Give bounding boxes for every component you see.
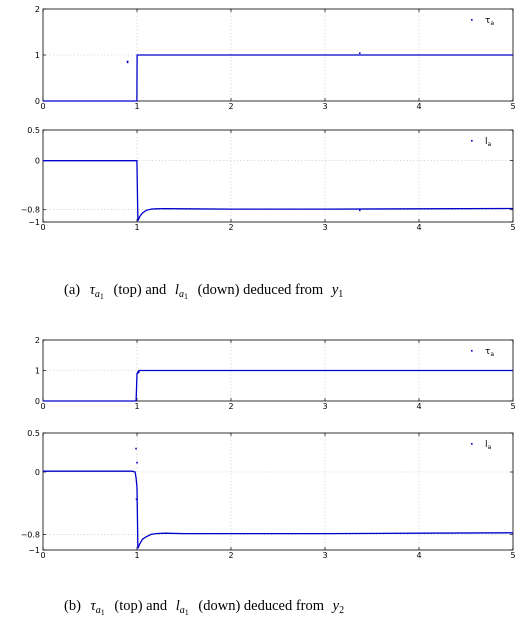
y-tick-label: 0 <box>35 397 40 406</box>
caption-b-l-sub: a <box>180 605 185 616</box>
caption-b-label: (b) <box>64 598 81 614</box>
caption-a-y-sub: 1 <box>338 289 343 300</box>
x-tick-label: 3 <box>322 223 327 232</box>
x-tick-label: 2 <box>228 551 233 560</box>
series-line <box>43 369 513 402</box>
y-tick-label: 0.5 <box>27 126 40 135</box>
caption-a-tau-sub: a <box>95 289 100 300</box>
caption-a-label: (a) <box>64 282 80 298</box>
caption-a-l: l <box>175 282 179 298</box>
caption-b-y-sub: 2 <box>339 605 344 616</box>
subplot-4: 0 1 2 3 4 5 −1 −0.8 0 0.5 la <box>21 429 516 560</box>
legend-label: τa <box>485 347 494 358</box>
x-tick-label: 0 <box>40 551 45 560</box>
y-tick-label: −0.8 <box>21 530 40 539</box>
caption-b-text1: (top) and <box>114 598 167 614</box>
caption-a-text2: (down) deduced from <box>198 282 324 298</box>
caption-a-l-subsub: 1 <box>184 292 188 301</box>
x-tick-label: 2 <box>228 402 233 411</box>
y-tick-label: −0.8 <box>21 206 40 215</box>
x-tick-label: 4 <box>416 402 421 411</box>
subplot-3: 0 1 2 3 4 5 0 1 2 τa <box>35 336 516 411</box>
caption-a-tau: τ <box>90 282 96 298</box>
y-tick-label: 1 <box>35 367 40 376</box>
caption-b-tau: τ <box>91 598 97 614</box>
x-tick-label: 5 <box>510 551 515 560</box>
x-tick-label: 3 <box>322 402 327 411</box>
subplot-2: 0 1 2 3 4 5−1−0.800.5la <box>21 126 516 232</box>
legend-marker <box>471 443 473 445</box>
x-tick-label: 5 <box>510 102 515 111</box>
series-line <box>43 54 513 102</box>
data-point <box>137 372 139 374</box>
y-tick-label: 2 <box>35 5 40 14</box>
legend-label: τa <box>485 16 494 27</box>
caption-b-text2: (down) deduced from <box>198 598 324 614</box>
x-tick-label: 1 <box>134 223 139 232</box>
x-tick-label: 1 <box>134 551 139 560</box>
y-tick-label: −1 <box>28 218 40 227</box>
data-point <box>136 461 138 464</box>
y-tick-label: 0 <box>35 97 40 106</box>
data-point <box>358 209 361 212</box>
plot-frame <box>42 129 514 223</box>
data-point <box>126 60 129 63</box>
data-point <box>135 447 137 450</box>
caption-b-tau-sub: a <box>96 605 101 616</box>
caption-b-l: l <box>176 598 180 614</box>
y-tick-label: 0.5 <box>27 429 40 438</box>
x-tick-label: 1 <box>134 102 139 111</box>
x-tick-label: 3 <box>322 102 327 111</box>
caption-a: (a) τa1 (top) and la1 (down) deduced fro… <box>64 282 343 303</box>
legend-marker <box>471 140 473 142</box>
caption-a-text1: (top) and <box>114 282 167 298</box>
data-point <box>135 498 138 501</box>
series-line <box>43 160 514 222</box>
x-tick-label: 1 <box>134 402 139 411</box>
caption-b: (b) τa1 (top) and la1 (down) deduced fro… <box>64 598 344 619</box>
plot-frame <box>42 432 514 551</box>
x-tick-label: 5 <box>510 402 515 411</box>
legend-marker <box>471 350 473 352</box>
caption-b-y: y <box>331 598 340 614</box>
y-tick-label: 0 <box>35 468 40 477</box>
x-tick-label: 0 <box>40 402 45 411</box>
subplot-1: 0 1 2 3 4 5 0 1 2 τa <box>35 5 516 111</box>
y-tick-label: 0 <box>35 157 40 166</box>
caption-b-l-subsub: 1 <box>185 608 189 617</box>
x-tick-label: 0 <box>40 223 45 232</box>
y-tick-label: 2 <box>35 336 40 345</box>
data-point <box>358 52 361 54</box>
series-line <box>43 470 514 549</box>
x-tick-label: 4 <box>416 102 421 111</box>
data-point <box>138 371 140 373</box>
legend-label: la <box>485 440 492 451</box>
caption-b-tau-subsub: 1 <box>101 608 105 617</box>
x-tick-label: 5 <box>510 223 515 232</box>
caption-a-tau-subsub: 1 <box>100 292 104 301</box>
legend-marker <box>471 19 473 21</box>
y-tick-label: 1 <box>35 51 40 60</box>
x-tick-label: 2 <box>228 223 233 232</box>
x-tick-label: 3 <box>322 551 327 560</box>
data-point <box>126 61 129 64</box>
x-tick-label: 2 <box>228 102 233 111</box>
legend-label: la <box>485 137 492 148</box>
caption-a-l-sub: a <box>179 289 184 300</box>
x-tick-label: 4 <box>416 223 421 232</box>
x-tick-label: 0 <box>40 102 45 111</box>
caption-a-y: y <box>330 282 339 298</box>
x-tick-label: 4 <box>416 551 421 560</box>
y-tick-label: −1 <box>28 546 40 555</box>
